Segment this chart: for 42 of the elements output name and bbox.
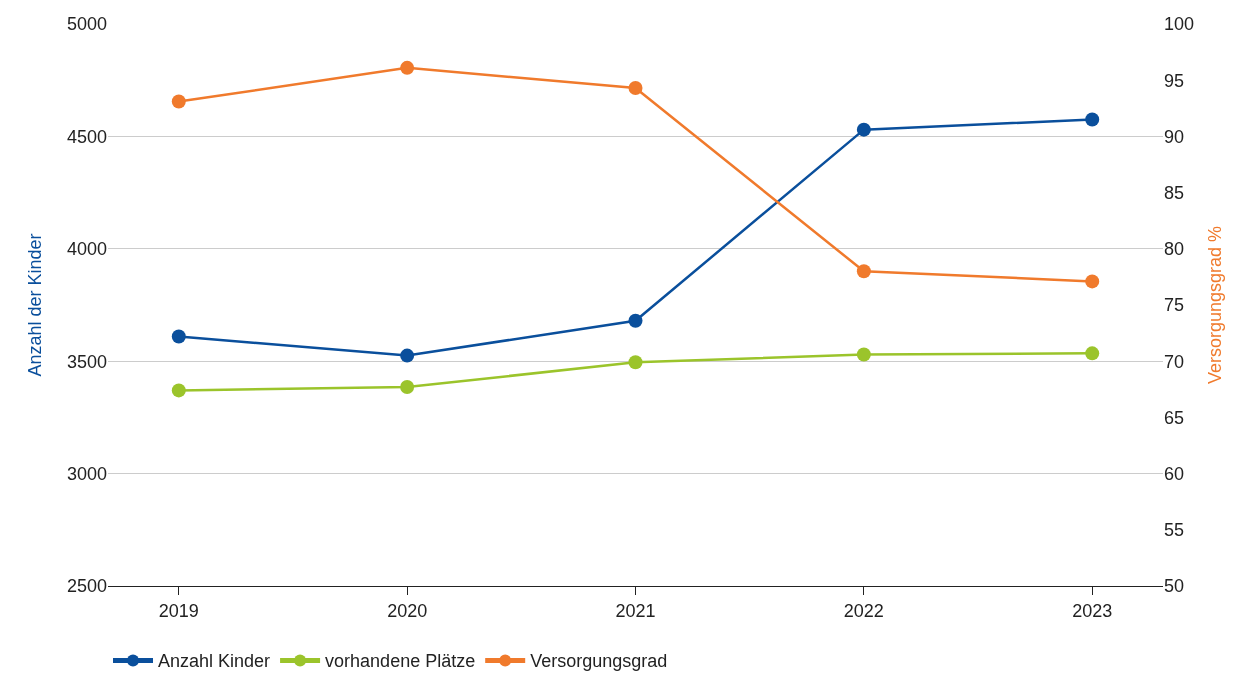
legend-label: vorhandene Plätze — [325, 651, 476, 672]
y2-tick-label: 60 — [1164, 463, 1185, 484]
y-axis-title: Anzahl der Kinder — [25, 233, 46, 377]
y-tick-label: 2500 — [66, 576, 107, 597]
y2-tick-label: 65 — [1164, 407, 1185, 428]
y2-tick-label: 50 — [1164, 576, 1185, 597]
point — [400, 60, 415, 75]
y2-tick-label: 70 — [1164, 351, 1185, 372]
point — [856, 122, 871, 137]
point — [171, 329, 186, 344]
y2-tick-label: 90 — [1164, 126, 1185, 147]
x-tick-label: 2019 — [158, 600, 199, 621]
point — [628, 313, 643, 328]
point — [400, 380, 415, 395]
point — [856, 264, 871, 279]
x-tick-label: 2020 — [387, 600, 428, 621]
legend-label: Versorgungsgrad — [530, 651, 668, 672]
point — [171, 383, 186, 398]
y-tick-label: 4500 — [66, 126, 107, 147]
y2-tick-label: 100 — [1164, 14, 1195, 35]
point — [1085, 274, 1100, 289]
point — [628, 81, 643, 96]
point — [856, 347, 871, 362]
point — [171, 94, 186, 109]
y2-tick-label: 75 — [1164, 295, 1185, 316]
x-tick-label: 2023 — [1072, 600, 1113, 621]
point — [1085, 112, 1100, 127]
point — [400, 348, 415, 363]
y-tick-label: 5000 — [66, 14, 107, 35]
y-tick-label: 4000 — [66, 239, 107, 260]
x-tick-label: 2022 — [843, 600, 884, 621]
y2-tick-label: 85 — [1164, 182, 1185, 203]
y-tick-label: 3000 — [66, 463, 107, 484]
y-tick-label: 3500 — [66, 351, 107, 372]
legend-label: Anzahl Kinder — [158, 651, 271, 672]
y2-tick-label: 80 — [1164, 239, 1185, 260]
x-tick-label: 2021 — [615, 600, 656, 621]
y2-tick-label: 95 — [1164, 70, 1185, 91]
y2-tick-label: 55 — [1164, 520, 1185, 541]
point — [628, 355, 643, 370]
point — [1085, 346, 1100, 361]
y2-axis-title: Versorgungsgrad % — [1205, 225, 1226, 385]
